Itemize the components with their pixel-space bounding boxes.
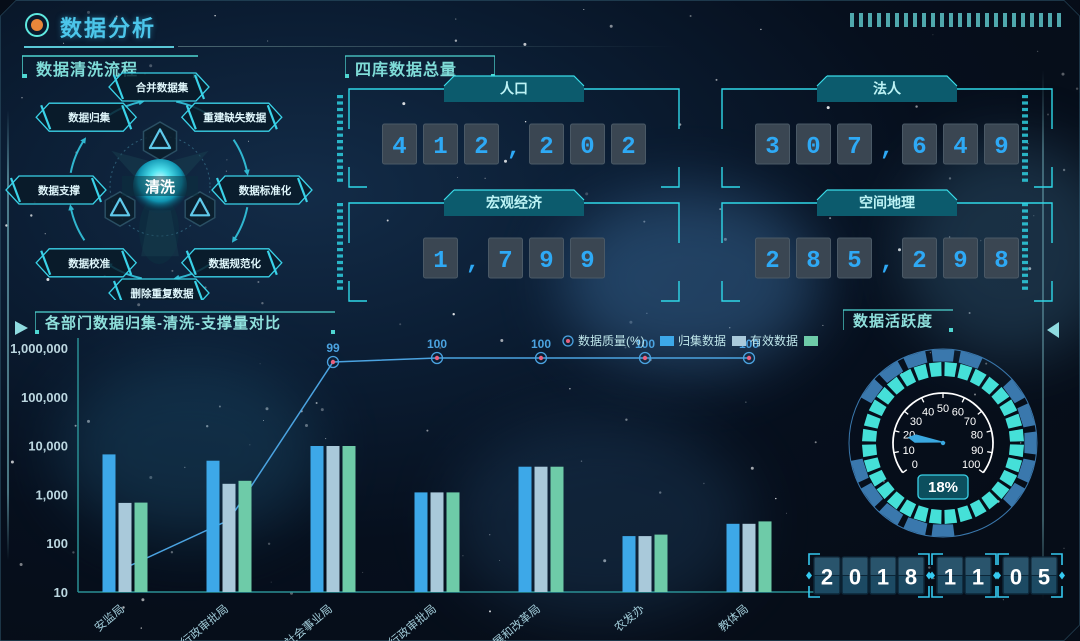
svg-text:0: 0	[849, 564, 861, 589]
svg-text:1: 1	[877, 564, 889, 589]
svg-text:2: 2	[821, 564, 833, 589]
svg-text:5: 5	[1038, 564, 1050, 589]
svg-text:1: 1	[972, 564, 984, 589]
svg-text:0: 0	[1010, 564, 1022, 589]
svg-text:1: 1	[944, 564, 956, 589]
svg-text:8: 8	[905, 564, 917, 589]
